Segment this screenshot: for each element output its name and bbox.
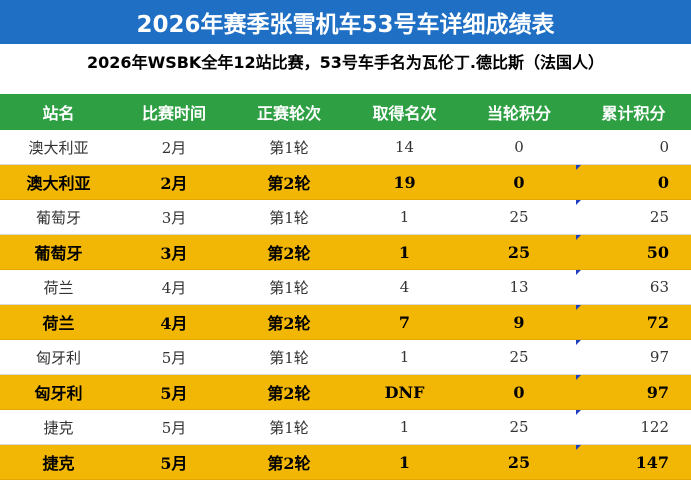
cell-race-round[interactable]: 第1轮 — [231, 269, 347, 305]
cell-position[interactable]: 19 — [347, 164, 462, 200]
cell-round-points[interactable]: 25 — [462, 199, 576, 235]
cell-station[interactable]: 澳大利亚 — [0, 164, 117, 200]
table-row: 葡萄牙 3月 第1轮 1 25 25 — [0, 199, 691, 235]
cell-station[interactable]: 捷克 — [0, 409, 117, 445]
cell-round-points[interactable]: 0 — [462, 374, 576, 410]
header-station[interactable]: 站名 — [0, 94, 117, 130]
cell-round-points[interactable]: 0 — [462, 130, 576, 165]
cell-total-points[interactable]: 72 — [576, 304, 691, 340]
cell-race-round[interactable]: 第1轮 — [231, 409, 347, 445]
cell-position[interactable]: DNF — [347, 374, 462, 410]
cell-position[interactable]: 4 — [347, 269, 462, 305]
cell-round-points[interactable]: 9 — [462, 304, 576, 340]
cell-position[interactable]: 14 — [347, 130, 462, 165]
cell-round-points[interactable]: 25 — [462, 234, 576, 270]
cell-race-round[interactable]: 第1轮 — [231, 130, 347, 165]
results-table: 站名 比赛时间 正赛轮次 取得名次 当轮积分 累计积分 澳大利亚 2月 第1轮 … — [0, 94, 691, 480]
header-race-time[interactable]: 比赛时间 — [117, 94, 231, 130]
table-row: 荷兰 4月 第1轮 4 13 63 — [0, 269, 691, 305]
cell-station[interactable]: 荷兰 — [0, 304, 117, 340]
cell-station[interactable]: 荷兰 — [0, 269, 117, 305]
cell-race-time[interactable]: 2月 — [117, 164, 231, 200]
cell-round-points[interactable]: 25 — [462, 409, 576, 445]
cell-round-points[interactable]: 0 — [462, 164, 576, 200]
cell-race-time[interactable]: 3月 — [117, 234, 231, 270]
header-total-points[interactable]: 累计积分 — [576, 94, 691, 130]
cell-total-points[interactable]: 97 — [576, 374, 691, 410]
cell-position[interactable]: 1 — [347, 444, 462, 480]
cell-round-points[interactable]: 25 — [462, 444, 576, 480]
table-row: 澳大利亚 2月 第2轮 19 0 0 — [0, 164, 691, 200]
cell-position[interactable]: 1 — [347, 339, 462, 375]
table-subtitle: 2026年WSBK全年12站比赛，53号车手名为瓦伦丁.德比斯（法国人） — [0, 44, 691, 78]
table-row: 匈牙利 5月 第2轮 DNF 0 97 — [0, 374, 691, 410]
cell-total-points[interactable]: 0 — [576, 164, 691, 200]
cell-race-round[interactable]: 第1轮 — [231, 339, 347, 375]
cell-race-time[interactable]: 5月 — [117, 339, 231, 375]
table-row: 捷克 5月 第2轮 1 25 147 — [0, 444, 691, 480]
header-row: 站名 比赛时间 正赛轮次 取得名次 当轮积分 累计积分 — [0, 94, 691, 130]
cell-total-points[interactable]: 50 — [576, 234, 691, 270]
cell-race-round[interactable]: 第2轮 — [231, 234, 347, 270]
cell-race-time[interactable]: 4月 — [117, 269, 231, 305]
cell-position[interactable]: 1 — [347, 199, 462, 235]
cell-round-points[interactable]: 25 — [462, 339, 576, 375]
cell-total-points[interactable]: 97 — [576, 339, 691, 375]
table-row: 澳大利亚 2月 第1轮 14 0 0 — [0, 130, 691, 165]
cell-race-time[interactable]: 5月 — [117, 409, 231, 445]
cell-position[interactable]: 1 — [347, 234, 462, 270]
cell-race-time[interactable]: 5月 — [117, 374, 231, 410]
cell-total-points[interactable]: 147 — [576, 444, 691, 480]
cell-station[interactable]: 葡萄牙 — [0, 199, 117, 235]
spacer-row — [0, 78, 691, 94]
cell-station[interactable]: 匈牙利 — [0, 339, 117, 375]
cell-race-round[interactable]: 第2轮 — [231, 304, 347, 340]
cell-station[interactable]: 匈牙利 — [0, 374, 117, 410]
cell-race-time[interactable]: 4月 — [117, 304, 231, 340]
cell-race-time[interactable]: 3月 — [117, 199, 231, 235]
table-title: 2026年赛季张雪机车53号车详细成绩表 — [0, 0, 691, 44]
header-round-points[interactable]: 当轮积分 — [462, 94, 576, 130]
cell-round-points[interactable]: 13 — [462, 269, 576, 305]
cell-race-round[interactable]: 第2轮 — [231, 164, 347, 200]
cell-position[interactable]: 1 — [347, 409, 462, 445]
cell-race-round[interactable]: 第2轮 — [231, 444, 347, 480]
cell-total-points[interactable]: 25 — [576, 199, 691, 235]
cell-position[interactable]: 7 — [347, 304, 462, 340]
cell-race-time[interactable]: 2月 — [117, 130, 231, 165]
header-race-round[interactable]: 正赛轮次 — [231, 94, 347, 130]
cell-station[interactable]: 澳大利亚 — [0, 130, 117, 165]
cell-total-points[interactable]: 122 — [576, 409, 691, 445]
cell-station[interactable]: 捷克 — [0, 444, 117, 480]
table-row: 荷兰 4月 第2轮 7 9 72 — [0, 304, 691, 340]
table-row: 捷克 5月 第1轮 1 25 122 — [0, 409, 691, 445]
header-position[interactable]: 取得名次 — [347, 94, 462, 130]
table-row: 匈牙利 5月 第1轮 1 25 97 — [0, 339, 691, 375]
cell-race-time[interactable]: 5月 — [117, 444, 231, 480]
cell-station[interactable]: 葡萄牙 — [0, 234, 117, 270]
cell-total-points[interactable]: 0 — [576, 130, 691, 165]
cell-race-round[interactable]: 第1轮 — [231, 199, 347, 235]
cell-race-round[interactable]: 第2轮 — [231, 374, 347, 410]
cell-total-points[interactable]: 63 — [576, 269, 691, 305]
table-row: 葡萄牙 3月 第2轮 1 25 50 — [0, 234, 691, 270]
